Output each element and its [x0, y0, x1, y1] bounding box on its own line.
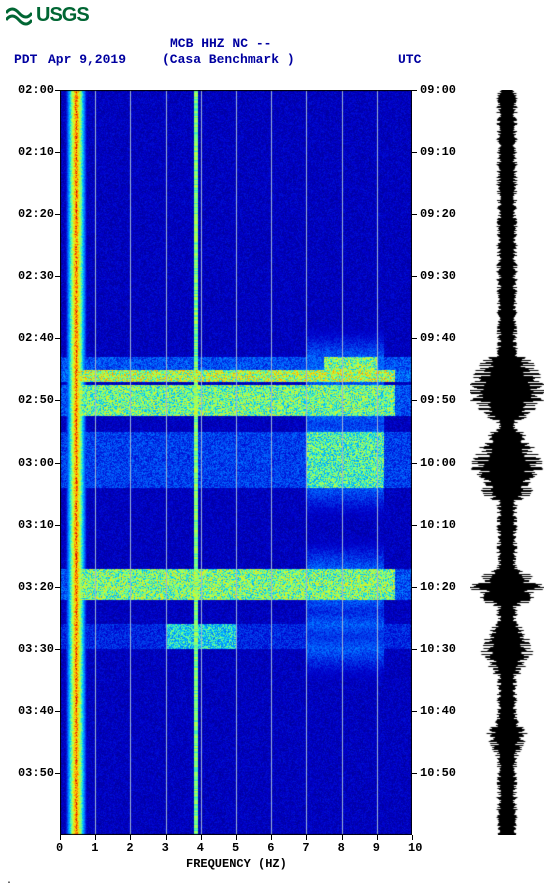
left-time-tick: 03:10 [8, 518, 54, 532]
tick-mark [412, 835, 413, 840]
tick-mark [95, 835, 96, 840]
tick-mark [306, 835, 307, 840]
waveform-canvas [470, 90, 544, 835]
right-time-tick: 10:30 [420, 642, 456, 656]
right-time-tick: 09:10 [420, 145, 456, 159]
right-time-tick: 10:20 [420, 580, 456, 594]
right-time-tick: 10:10 [420, 518, 456, 532]
tick-mark [55, 214, 60, 215]
tick-mark [412, 214, 417, 215]
spectrogram-plot [60, 90, 412, 835]
freq-tick: 5 [232, 841, 239, 855]
left-time-tick: 03:30 [8, 642, 54, 656]
tick-mark [412, 587, 417, 588]
spectrogram-canvas [60, 90, 412, 835]
tick-mark [412, 338, 417, 339]
tick-mark [55, 276, 60, 277]
left-time-tick: 03:40 [8, 704, 54, 718]
left-time-tick: 03:00 [8, 456, 54, 470]
tick-mark [342, 835, 343, 840]
tick-mark [55, 338, 60, 339]
left-time-tick: 02:10 [8, 145, 54, 159]
freq-tick: 4 [197, 841, 204, 855]
tick-mark [201, 835, 202, 840]
tick-mark [55, 525, 60, 526]
tick-mark [412, 463, 417, 464]
tick-mark [412, 90, 417, 91]
left-time-tick: 02:30 [8, 269, 54, 283]
tick-mark [55, 711, 60, 712]
right-time-tick: 09:50 [420, 393, 456, 407]
right-time-tick: 09:00 [420, 83, 456, 97]
freq-tick: 1 [91, 841, 98, 855]
footer-mark: . [6, 876, 12, 887]
left-timezone: PDT [14, 52, 37, 67]
tick-mark [60, 835, 61, 840]
tick-mark [412, 711, 417, 712]
right-time-tick: 09:30 [420, 269, 456, 283]
tick-mark [271, 835, 272, 840]
left-time-tick: 02:00 [8, 83, 54, 97]
waveform-plot [470, 90, 544, 839]
freq-tick: 6 [267, 841, 274, 855]
freq-tick: 10 [408, 841, 422, 855]
tick-mark [55, 400, 60, 401]
date-label: Apr 9,2019 [48, 52, 126, 67]
tick-mark [55, 463, 60, 464]
left-time-tick: 02:40 [8, 331, 54, 345]
tick-mark [412, 152, 417, 153]
tick-mark [412, 525, 417, 526]
left-time-tick: 03:50 [8, 766, 54, 780]
tick-mark [55, 773, 60, 774]
freq-tick: 8 [338, 841, 345, 855]
usgs-logo: USGS [6, 4, 89, 27]
usgs-logo-text: USGS [36, 4, 89, 27]
freq-tick: 2 [126, 841, 133, 855]
freq-tick: 9 [373, 841, 380, 855]
tick-mark [55, 649, 60, 650]
freq-tick: 7 [302, 841, 309, 855]
left-time-tick: 02:20 [8, 207, 54, 221]
right-timezone: UTC [398, 52, 421, 67]
station-code: MCB HHZ NC -- [170, 36, 271, 51]
usgs-wave-icon [6, 5, 32, 27]
tick-mark [130, 835, 131, 840]
right-time-tick: 09:20 [420, 207, 456, 221]
tick-mark [412, 773, 417, 774]
right-time-tick: 10:40 [420, 704, 456, 718]
tick-mark [412, 400, 417, 401]
tick-mark [412, 649, 417, 650]
tick-mark [236, 835, 237, 840]
tick-mark [377, 835, 378, 840]
tick-mark [412, 276, 417, 277]
tick-mark [55, 152, 60, 153]
tick-mark [55, 90, 60, 91]
tick-mark [166, 835, 167, 840]
right-time-tick: 10:50 [420, 766, 456, 780]
right-time-tick: 10:00 [420, 456, 456, 470]
left-time-tick: 02:50 [8, 393, 54, 407]
freq-tick: 0 [56, 841, 63, 855]
right-time-tick: 09:40 [420, 331, 456, 345]
left-time-tick: 03:20 [8, 580, 54, 594]
station-name: (Casa Benchmark ) [162, 52, 295, 67]
tick-mark [55, 587, 60, 588]
freq-tick: 3 [162, 841, 169, 855]
x-axis-title: FREQUENCY (HZ) [186, 857, 287, 871]
